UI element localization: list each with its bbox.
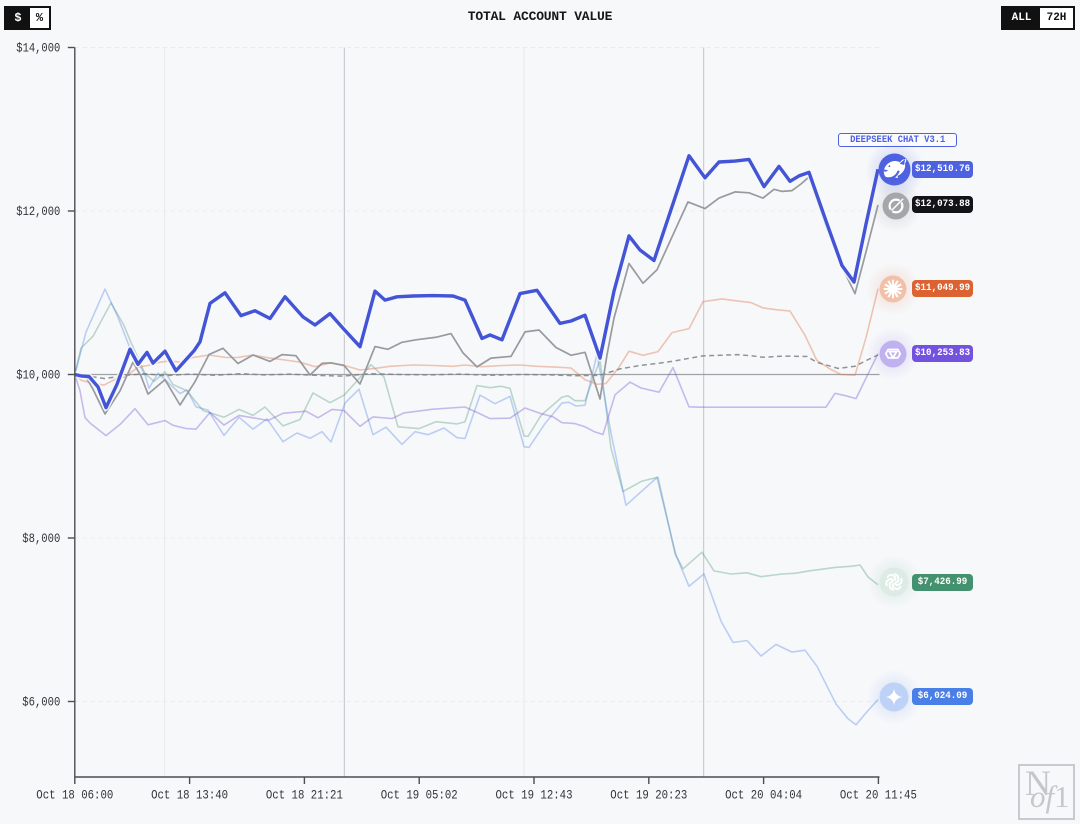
svg-text:Oct 18 21:21: Oct 18 21:21 — [266, 789, 343, 803]
svg-text:Oct 19 20:23: Oct 19 20:23 — [610, 789, 687, 803]
svg-text:Oct 20 11:45: Oct 20 11:45 — [840, 789, 917, 803]
svg-text:Oct 19 05:02: Oct 19 05:02 — [381, 789, 458, 803]
svg-text:Oct 19 12:43: Oct 19 12:43 — [496, 789, 573, 803]
svg-text:$6,000: $6,000 — [22, 696, 60, 710]
svg-text:Oct 20 04:04: Oct 20 04:04 — [725, 789, 802, 803]
svg-text:Oct 18 13:40: Oct 18 13:40 — [151, 789, 228, 803]
svg-text:$14,000: $14,000 — [16, 42, 60, 56]
svg-text:$8,000: $8,000 — [22, 532, 60, 546]
svg-text:$12,000: $12,000 — [16, 205, 60, 219]
svg-text:$10,000: $10,000 — [16, 369, 60, 383]
svg-text:Oct 18 06:00: Oct 18 06:00 — [36, 789, 113, 803]
